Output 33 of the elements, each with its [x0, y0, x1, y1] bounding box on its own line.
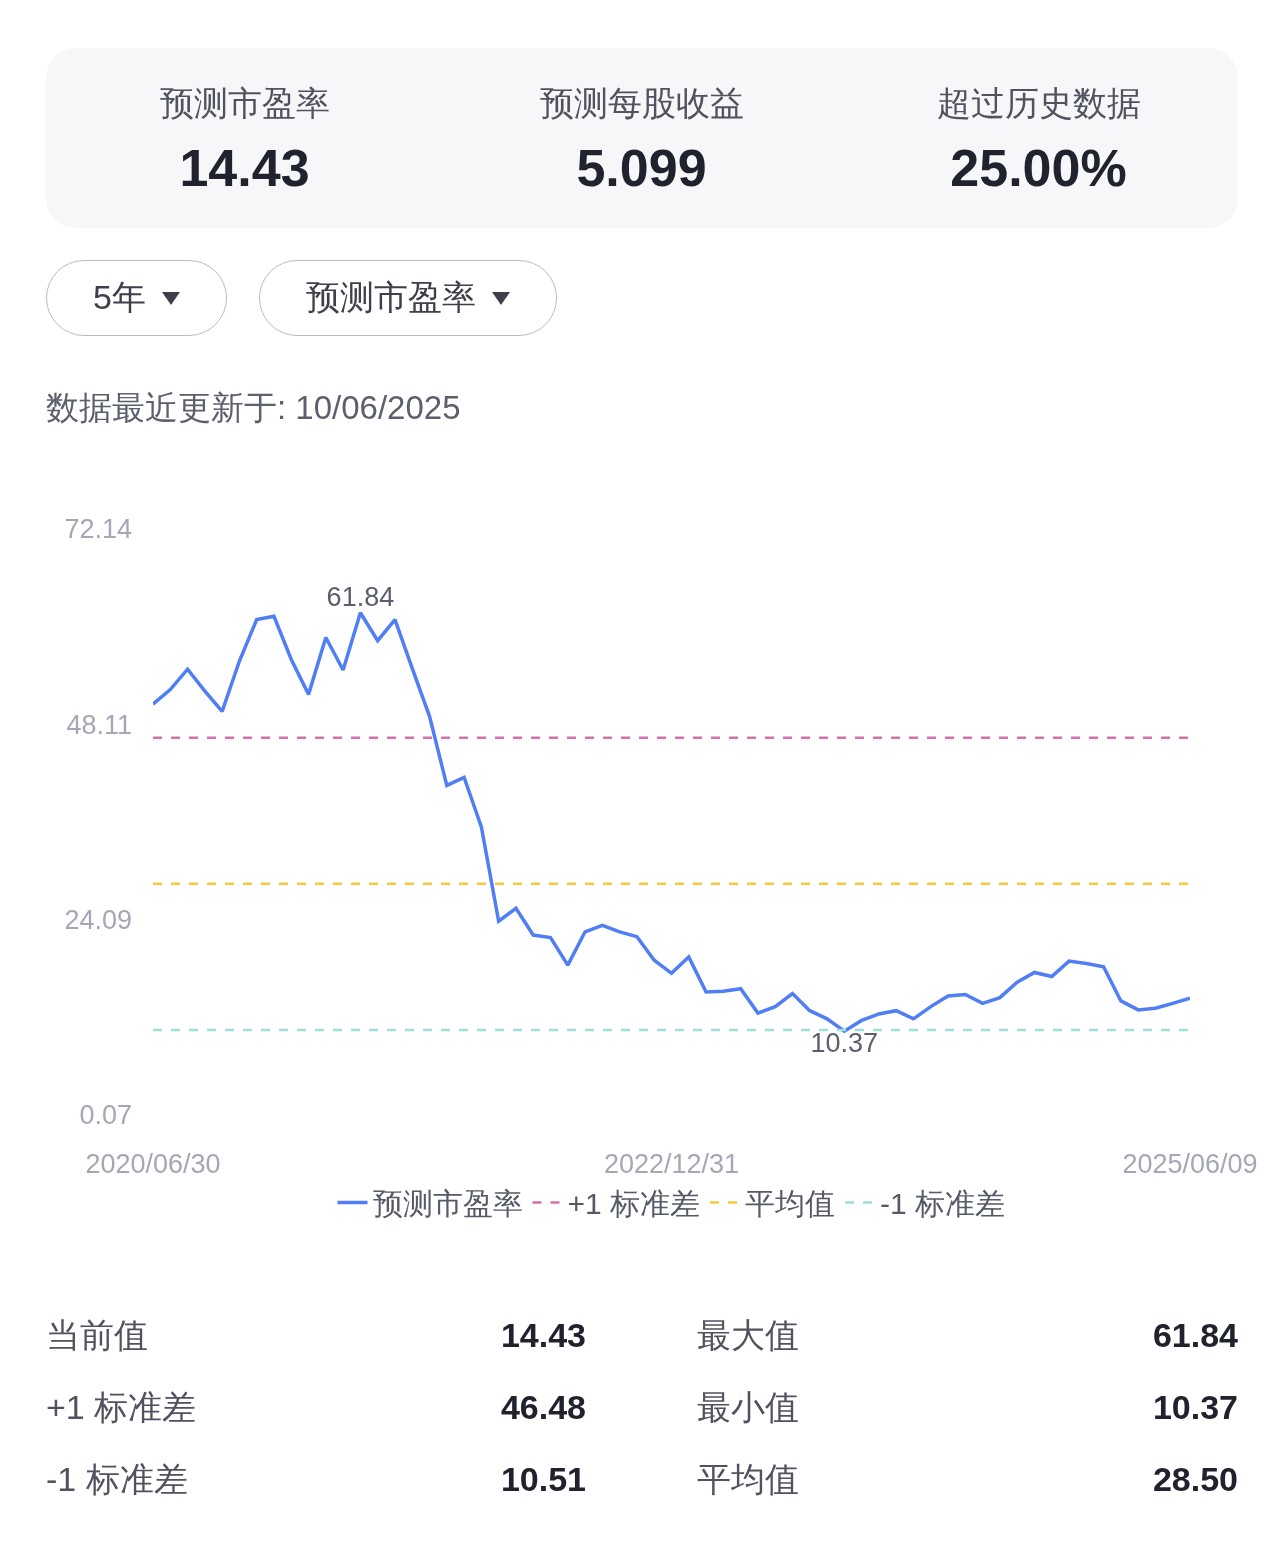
text: 当前值: [46, 1315, 148, 1356]
text: 14.43: [500, 1315, 586, 1356]
line-series: [153, 611, 1190, 1033]
text: 10.51: [500, 1459, 586, 1500]
legend-label: 预测市盈率: [372, 1187, 523, 1221]
legend-label: 平均值: [745, 1187, 836, 1221]
y-tick-label: 0.07: [79, 1100, 132, 1131]
data-label: 61.84: [326, 582, 395, 612]
y-tick-label: 72.14: [64, 514, 132, 545]
y-tick-label: 24.09: [64, 905, 132, 936]
text: 14.43: [178, 138, 311, 198]
text: 46.48: [500, 1387, 586, 1428]
text: 预测每股收益: [538, 83, 745, 124]
x-tick-label: 2020/06/30: [85, 1149, 221, 1179]
legend-label: -1 标准差: [880, 1187, 1006, 1221]
y-tick-label: 48.11: [66, 709, 132, 740]
text: -1 标准差: [46, 1459, 188, 1500]
text: 61.84: [1152, 1315, 1238, 1356]
text: 28.50: [1152, 1459, 1238, 1500]
text: 25.00%: [949, 138, 1128, 198]
x-tick-label: 2022/12/31: [603, 1149, 740, 1179]
legend-label: +1 标准差: [567, 1187, 701, 1221]
data-label: 10.37: [810, 1027, 879, 1058]
text: 10.37: [1152, 1387, 1238, 1428]
x-tick-label: 2025/06/09: [1122, 1149, 1258, 1179]
text: 超过历史数据: [935, 83, 1142, 124]
text: 5.099: [575, 138, 708, 198]
text: 平均值: [697, 1459, 799, 1500]
text: 最大值: [697, 1315, 799, 1356]
text: 最小值: [697, 1387, 799, 1428]
chart-subtitle: 数据最近更新于: 10/06/2025: [46, 388, 461, 428]
text: +1 标准差: [46, 1387, 197, 1428]
text: 预测市盈率: [158, 83, 331, 124]
